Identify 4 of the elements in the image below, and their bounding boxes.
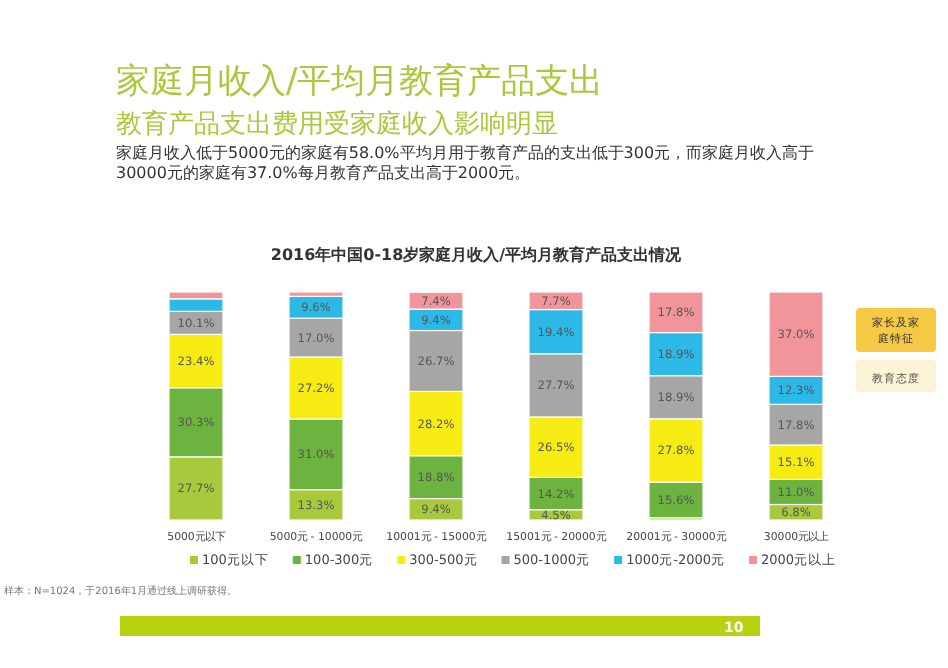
text: 家庭月收入低于5000元的家庭有58.0%平均月用于教育产品的支出低于300元，而家庭月收入高于30000元的家庭有37.0%每月教育产品支出高于2000元。: [116, 144, 817, 184]
chart-title: 2016年中国0-18岁家庭月收入/平均月教育产品支出情况: [270, 244, 684, 264]
text: 家庭月收入/平均月教育产品支出: [116, 62, 604, 102]
text: 教育产品支出费用受家庭收入影响明显: [116, 108, 558, 140]
